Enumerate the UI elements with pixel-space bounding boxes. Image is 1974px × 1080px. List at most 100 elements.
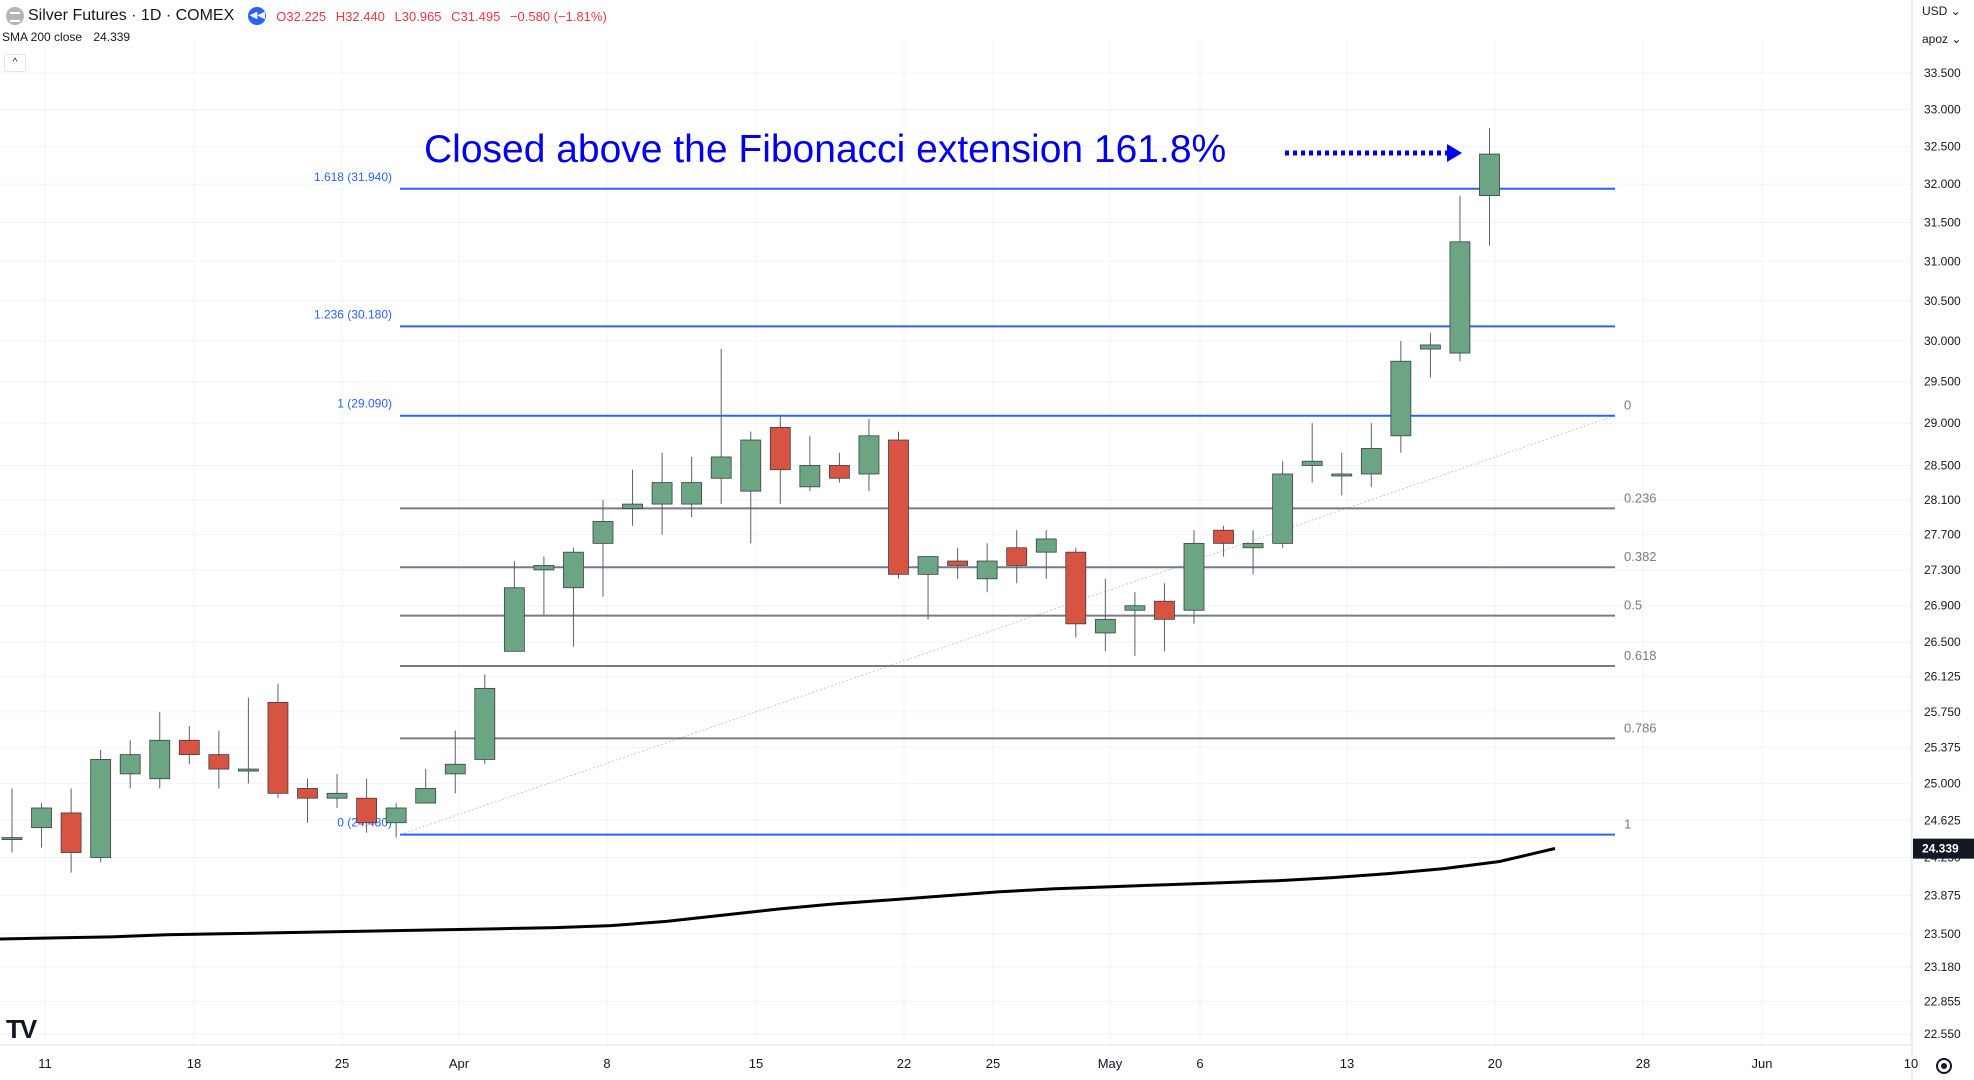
candle-body: [1, 837, 23, 840]
time-tick-label: 6: [1196, 1056, 1203, 1071]
price-tick-label: 25.750: [1924, 705, 1961, 719]
time-tick-label: 8: [603, 1056, 610, 1071]
candle-body: [149, 739, 171, 780]
candle-body: [444, 763, 466, 775]
indicator-label: SMA 200 close: [2, 30, 83, 44]
high-value: H32.440: [335, 8, 385, 24]
price-tick-label: 26.900: [1924, 599, 1961, 613]
fib-trend-line: [399, 415, 1616, 836]
candle-body: [297, 788, 318, 799]
symbol-title[interactable]: Silver Futures · 1D · COMEX: [28, 7, 235, 24]
time-tick-label: 22: [897, 1056, 911, 1071]
fib-retracement-label: 1: [1624, 817, 1631, 832]
currency-selector[interactable]: USD ⌄: [1922, 4, 1961, 18]
fib-retracement-label: 0.5: [1624, 598, 1642, 613]
candle-body: [1006, 547, 1028, 566]
candle-body: [888, 439, 909, 575]
fib-retracement-label: 0.236: [1624, 490, 1657, 505]
candle-body: [681, 482, 703, 505]
time-tick-label: 28: [1636, 1056, 1650, 1071]
price-tick-label: 27.700: [1924, 528, 1961, 542]
fib-extension-label: 1.618 (31.940): [314, 170, 392, 184]
price-tick-label: 28.100: [1924, 493, 1961, 507]
time-tick-label: 25: [335, 1056, 349, 1071]
candle-body: [917, 556, 939, 575]
candle-body: [592, 521, 614, 544]
candle-body: [60, 812, 82, 853]
time-axis[interactable]: 11 18 25 Apr 8 15 22 25 May 6 13 20 28 Jun 10: [0, 1044, 1918, 1071]
price-tick-label: 32.000: [1924, 177, 1961, 191]
change-value: −0.580 (−1.81%): [509, 8, 607, 24]
time-tick-label: 20: [1488, 1056, 1502, 1071]
price-tick-label: 25.375: [1924, 740, 1961, 754]
price-tick-label: 23.180: [1924, 960, 1961, 974]
candle-body: [976, 560, 998, 580]
candle-body: [208, 754, 230, 770]
candle-body: [622, 503, 643, 509]
candle-body: [947, 560, 968, 566]
candle-body: [356, 797, 378, 824]
candle-body: [1420, 344, 1441, 350]
candle-body: [1065, 551, 1087, 625]
current-price-label: 24.339: [1922, 842, 1959, 856]
annotation-text: Closed above the Fibonacci extension 161…: [424, 128, 1226, 171]
time-tick-label: 11: [38, 1056, 52, 1071]
candle-body: [90, 759, 112, 858]
price-tick-label: 30.500: [1924, 294, 1961, 308]
candle-body: [237, 768, 259, 772]
open-value: O32.225: [276, 8, 327, 24]
candle-body: [474, 687, 496, 760]
candle-body: [415, 788, 437, 804]
candle-body: [740, 439, 762, 492]
candle-body: [651, 482, 673, 505]
price-tick-label: 22.550: [1924, 1027, 1961, 1041]
candlestick-series: [1, 127, 1500, 873]
candle-body: [829, 465, 850, 479]
fib-extension-label: 1 (29.090): [337, 397, 392, 411]
candle-body: [769, 427, 791, 471]
sma-200-line: [0, 847, 1556, 941]
candle-body: [1390, 360, 1412, 437]
fib-retracement-label: 0: [1624, 398, 1631, 413]
price-tick-label: 31.500: [1924, 215, 1961, 229]
price-tick-label: 29.000: [1924, 416, 1961, 430]
collapse-legend-button[interactable]: ^: [4, 54, 26, 72]
candle-body: [1183, 542, 1205, 611]
candle-body: [1242, 542, 1264, 549]
candle-body: [1301, 460, 1323, 466]
price-tick-label: 26.500: [1924, 635, 1961, 649]
symbol-icon: [6, 7, 24, 25]
price-tick-label: 30.000: [1924, 334, 1961, 348]
time-tick-label: 25: [986, 1056, 1000, 1071]
candle-body: [385, 807, 407, 824]
current-price-badge: [1913, 838, 1974, 859]
candle-body: [119, 754, 141, 775]
indicator-legend[interactable]: SMA 200 close 24.339: [2, 30, 130, 44]
price-tick-label: 32.500: [1924, 140, 1961, 154]
fib-retracement-label: 0.618: [1624, 648, 1657, 663]
price-tick-label: 29.500: [1924, 375, 1961, 389]
candle-body: [858, 435, 880, 475]
price-tick-label: 28.500: [1924, 458, 1961, 472]
time-tick-label: 13: [1340, 1056, 1354, 1071]
candle-body: [1154, 600, 1175, 620]
annotation-group: Closed above the Fibonacci extension 161…: [424, 128, 1462, 171]
price-tick-label: 33.500: [1924, 66, 1961, 80]
replay-icon[interactable]: ◀◀: [248, 7, 267, 25]
time-tick-label: Apr: [449, 1056, 470, 1071]
time-tick-label: Jun: [1752, 1056, 1773, 1071]
price-tick-label: 27.300: [1924, 563, 1961, 577]
price-tick-label: 26.125: [1924, 670, 1961, 684]
tradingview-logo[interactable]: TV: [6, 1014, 37, 1044]
scale-mode-selector[interactable]: apoz ⌄: [1922, 32, 1962, 46]
candle-body: [178, 739, 200, 756]
settings-icon[interactable]: [1936, 1058, 1952, 1074]
price-tick-label: 24.625: [1924, 813, 1961, 827]
chart-grid: [0, 40, 1912, 1045]
candle-body: [1035, 538, 1057, 553]
candle-body: [710, 456, 732, 479]
time-tick-label: 10: [1904, 1056, 1918, 1071]
price-axis[interactable]: 33.500 33.000 32.500 32.000 31.500 31.000 30.5…: [1911, 0, 1974, 1080]
fib-retracement-label: 0.786: [1624, 720, 1657, 735]
